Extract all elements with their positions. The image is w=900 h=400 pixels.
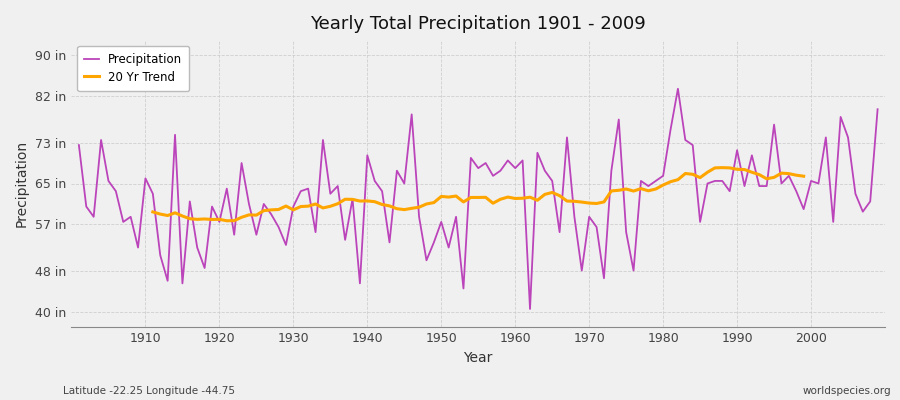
- Precipitation: [509, 166, 520, 170]
- 20 Yr Trend: [406, 206, 417, 211]
- Precipitation: [502, 158, 513, 163]
- Precipitation: [525, 306, 535, 311]
- 20 Yr Trend: [236, 215, 247, 220]
- Legend: Precipitation, 20 Yr Trend: Precipitation, 20 Yr Trend: [77, 46, 189, 91]
- 20 Yr Trend: [221, 218, 232, 223]
- 20 Yr Trend: [717, 165, 728, 170]
- 20 Yr Trend: [148, 210, 158, 214]
- Precipitation: [295, 189, 306, 194]
- Title: Yearly Total Precipitation 1901 - 2009: Yearly Total Precipitation 1901 - 2009: [310, 15, 646, 33]
- Y-axis label: Precipitation: Precipitation: [15, 140, 29, 227]
- Precipitation: [606, 168, 616, 173]
- 20 Yr Trend: [288, 208, 299, 212]
- 20 Yr Trend: [488, 201, 499, 206]
- 20 Yr Trend: [739, 167, 750, 172]
- Precipitation: [672, 86, 683, 91]
- 20 Yr Trend: [798, 174, 809, 179]
- Text: Latitude -22.25 Longitude -44.75: Latitude -22.25 Longitude -44.75: [63, 386, 235, 396]
- Line: Precipitation: Precipitation: [79, 89, 878, 309]
- X-axis label: Year: Year: [464, 351, 493, 365]
- Precipitation: [872, 107, 883, 112]
- Precipitation: [339, 238, 350, 242]
- Precipitation: [74, 143, 85, 148]
- 20 Yr Trend: [214, 217, 225, 222]
- Line: 20 Yr Trend: 20 Yr Trend: [153, 168, 804, 221]
- Text: worldspecies.org: worldspecies.org: [803, 386, 891, 396]
- Precipitation: [132, 245, 143, 250]
